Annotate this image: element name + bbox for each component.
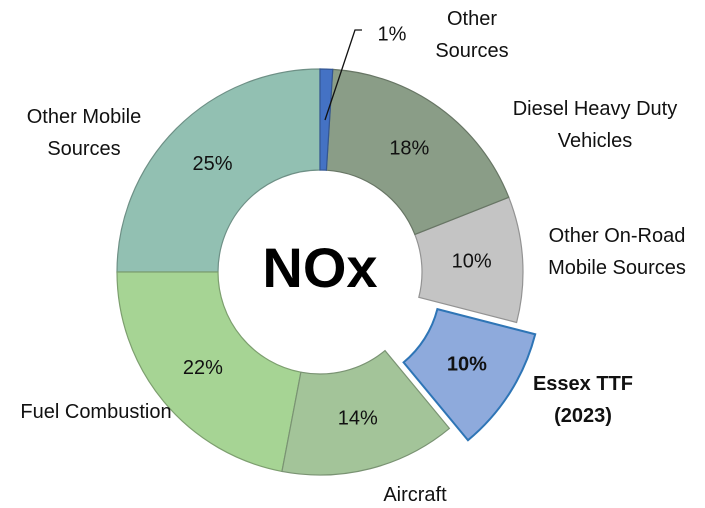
value-label: 22% [183,357,223,379]
category-label: Other Sources [435,8,509,62]
leader-line [324,29,362,121]
value-label: 14% [338,408,378,430]
category-label: Fuel Combustion [20,401,172,423]
value-label: 18% [389,137,429,159]
value-label: 10% [452,251,492,273]
category-label: Essex TTF (2023) [532,373,634,427]
donut-segment [414,196,524,324]
donut-segment [116,271,302,473]
donut-segment [116,68,321,273]
value-label: 25% [193,153,233,175]
category-label: Diesel Heavy Duty Vehicles [512,98,678,152]
donut-segment [319,68,334,171]
value-label: 1% [378,23,407,45]
donut-segment [325,68,510,236]
center-label: NOx [262,236,377,299]
value-label: 10% [447,354,487,376]
donut-segment [402,307,537,442]
donut-segment [281,349,451,476]
category-label: Other On-Road Mobile Sources [548,225,686,279]
category-label: Other Mobile Sources [26,106,142,160]
category-label: Aircraft [383,484,447,506]
